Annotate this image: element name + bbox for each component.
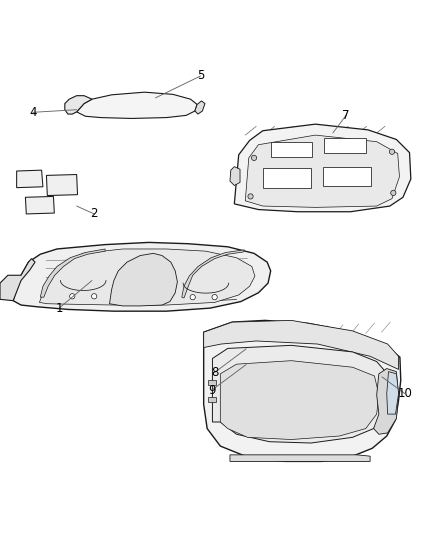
Text: 1: 1	[55, 302, 63, 314]
Polygon shape	[110, 253, 177, 306]
Text: 9: 9	[208, 384, 216, 397]
Polygon shape	[46, 174, 78, 196]
Text: 8: 8	[211, 366, 218, 379]
Polygon shape	[234, 124, 411, 212]
Bar	[208, 379, 216, 385]
Polygon shape	[195, 101, 205, 114]
Polygon shape	[17, 170, 43, 188]
Polygon shape	[374, 368, 399, 434]
Polygon shape	[212, 345, 387, 443]
Polygon shape	[204, 320, 401, 462]
Polygon shape	[40, 249, 105, 297]
Text: 4: 4	[29, 106, 37, 119]
Bar	[323, 167, 371, 187]
Text: 10: 10	[397, 387, 412, 400]
Polygon shape	[0, 259, 35, 301]
Circle shape	[70, 294, 75, 299]
Polygon shape	[25, 197, 54, 214]
Circle shape	[248, 194, 253, 199]
Text: 5: 5	[197, 69, 204, 83]
Text: 2: 2	[90, 207, 98, 221]
Circle shape	[92, 294, 97, 299]
Polygon shape	[387, 372, 399, 414]
Bar	[324, 138, 366, 154]
Bar	[208, 397, 216, 402]
Polygon shape	[204, 320, 399, 369]
Bar	[263, 168, 311, 188]
Circle shape	[391, 190, 396, 196]
Text: 7: 7	[342, 109, 350, 122]
Circle shape	[190, 295, 195, 300]
Circle shape	[212, 295, 217, 300]
Polygon shape	[230, 167, 240, 185]
Polygon shape	[13, 243, 271, 311]
Polygon shape	[39, 249, 255, 305]
Polygon shape	[220, 361, 379, 440]
Polygon shape	[182, 250, 244, 298]
Polygon shape	[65, 96, 92, 114]
Polygon shape	[77, 92, 197, 118]
Polygon shape	[230, 455, 370, 462]
Bar	[271, 142, 312, 157]
Polygon shape	[245, 135, 399, 207]
Circle shape	[251, 155, 257, 160]
Circle shape	[389, 149, 395, 155]
